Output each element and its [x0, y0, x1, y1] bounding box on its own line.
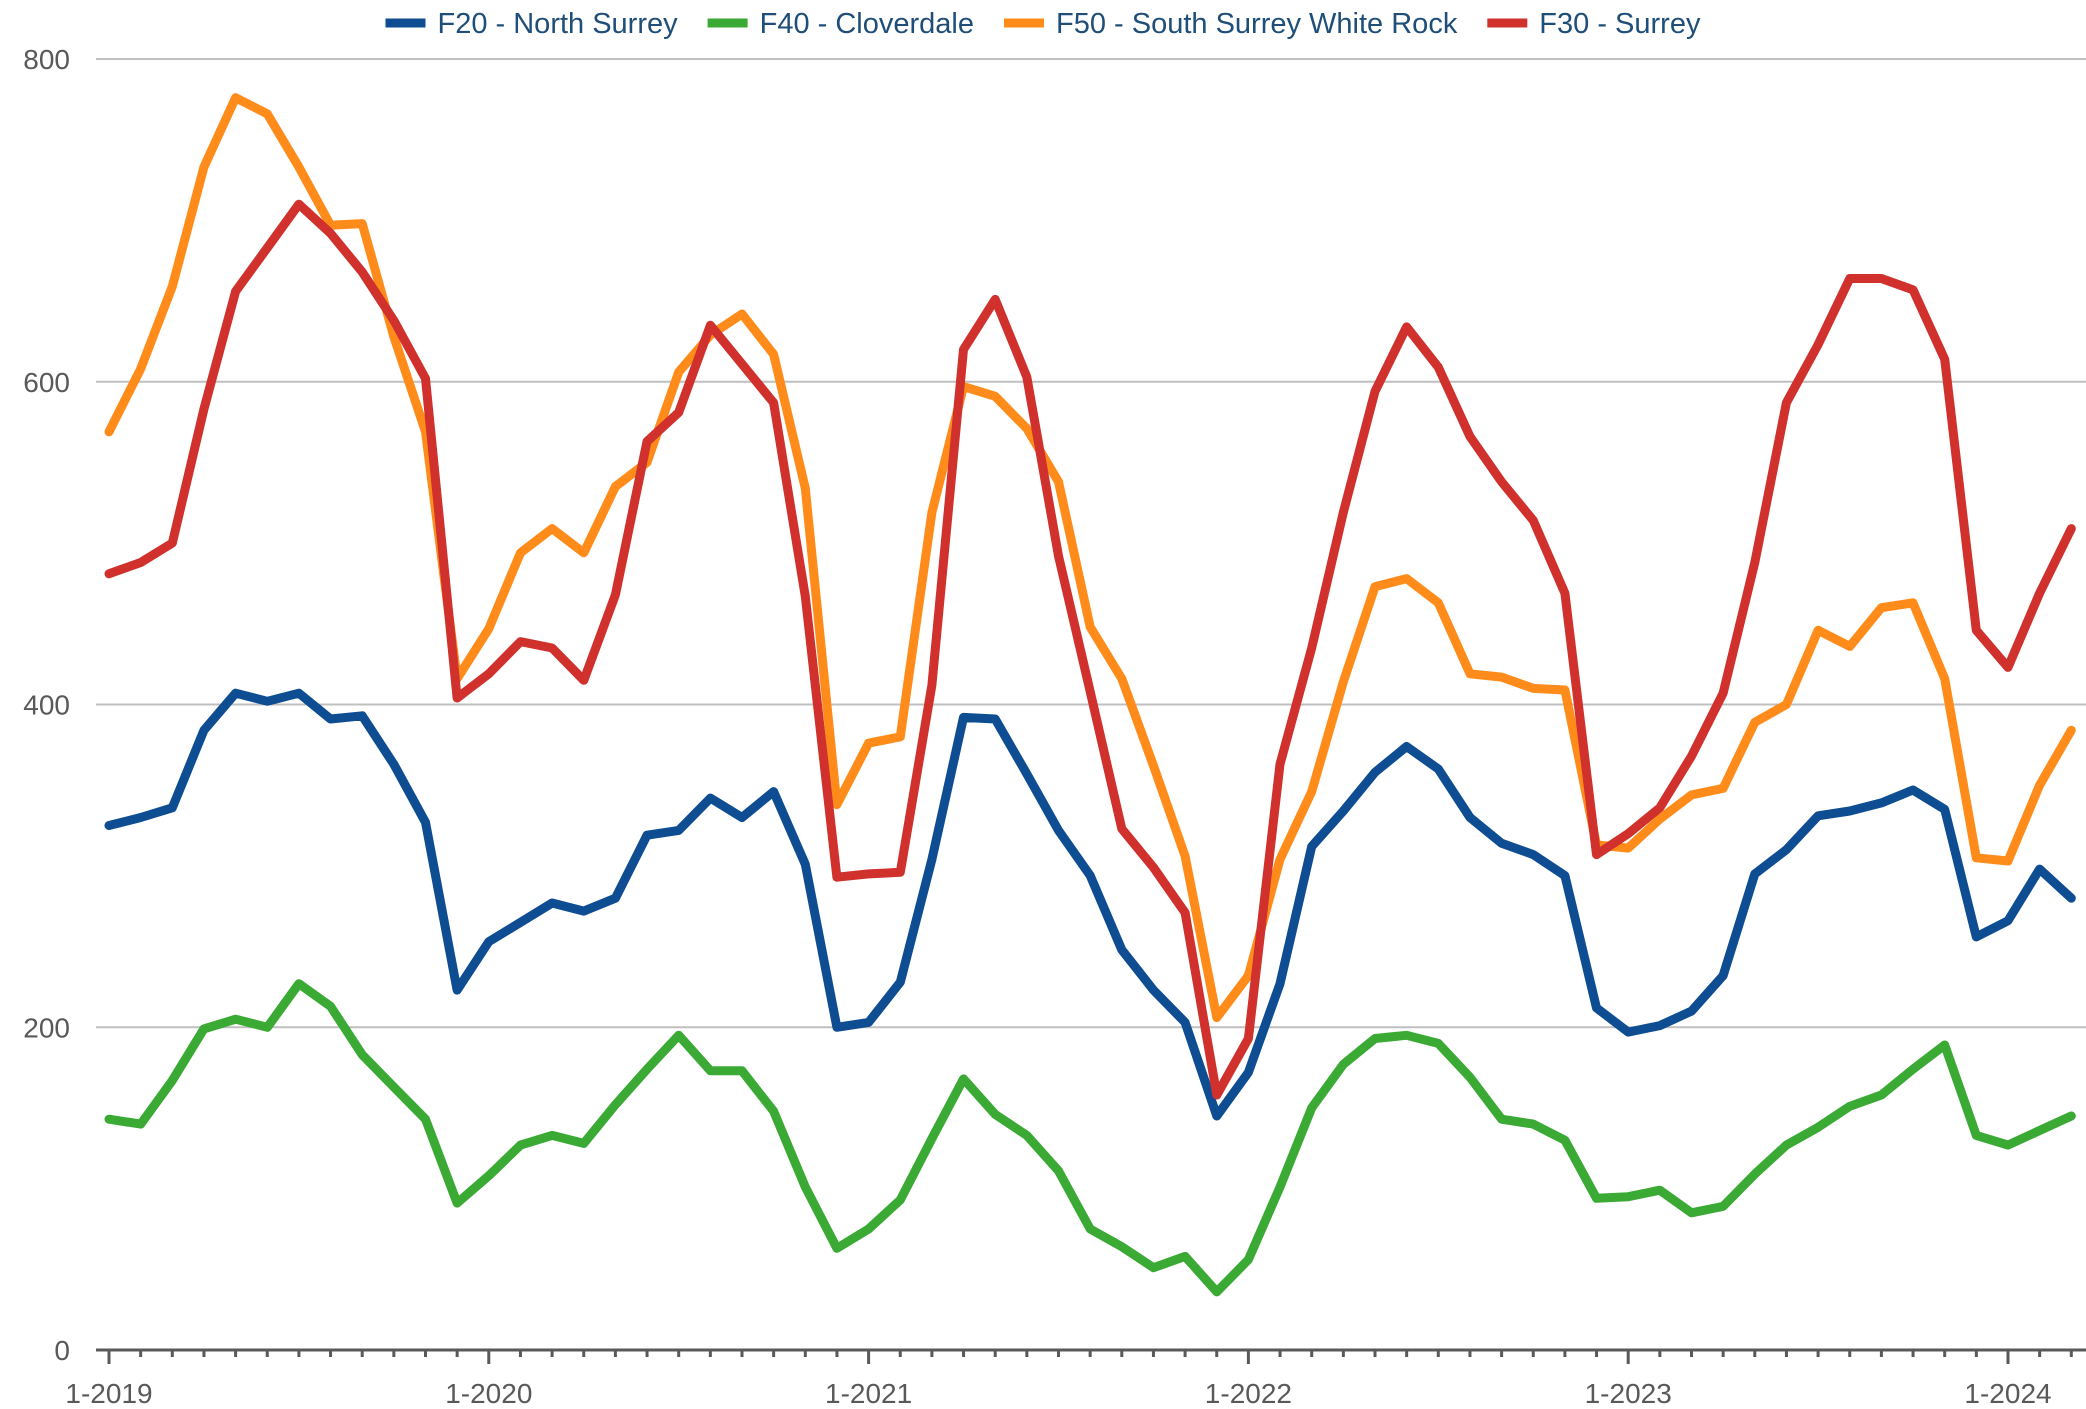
legend-label: F50 - South Surrey White Rock — [1056, 8, 1458, 40]
series-lines — [104, 93, 2076, 1297]
legend-label: F20 - North Surrey — [438, 8, 679, 40]
legend-swatch — [707, 18, 748, 28]
y-tick-label: 200 — [23, 1012, 70, 1043]
series-line-4 — [104, 199, 2076, 1100]
x-axis: 1-2019 1-2020 1-2021 1-2022 1-2023 1-2024 — [65, 1348, 2086, 1409]
y-tick-label: 0 — [54, 1335, 70, 1366]
series-line-2 — [104, 979, 2076, 1297]
x-tick-label: 1-2023 — [1585, 1378, 1672, 1409]
y-tick-label: 600 — [23, 367, 70, 398]
x-tick-label: 1-2020 — [445, 1378, 532, 1409]
legend-item: F30 - Surrey — [1487, 8, 1701, 40]
y-axis-ticks: 0 200 400 600 800 — [23, 44, 70, 1366]
y-tick-label: 800 — [23, 44, 70, 75]
legend-swatch — [1487, 18, 1528, 28]
y-tick-label: 400 — [23, 690, 70, 721]
x-tick-label: 1-2022 — [1205, 1378, 1292, 1409]
x-tick-label: 1-2019 — [65, 1378, 152, 1409]
legend-item: F40 - Cloverdale — [707, 8, 974, 40]
legend-item: F50 - South Surrey White Rock — [1004, 8, 1458, 40]
series-line-1 — [104, 688, 2076, 1121]
legend-label: F40 - Cloverdale — [760, 8, 974, 40]
legend-swatch — [385, 18, 426, 28]
legend-item: F20 - North Surrey — [385, 8, 679, 40]
chart-legend: F20 - North Surrey F40 - Cloverdale F50 - … — [385, 8, 1701, 40]
x-tick-label: 1-2024 — [1964, 1378, 2051, 1409]
legend-swatch — [1004, 18, 1044, 28]
x-tick-label: 1-2021 — [825, 1378, 912, 1409]
legend-label: F30 - Surrey — [1539, 8, 1701, 40]
